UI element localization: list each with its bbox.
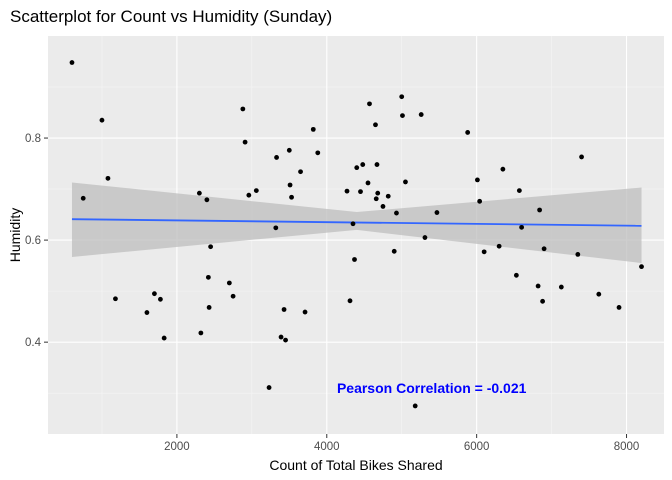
data-point [158, 296, 163, 302]
data-point [287, 182, 293, 188]
data-point [477, 198, 483, 204]
trend-line [71, 218, 642, 227]
data-point [519, 224, 525, 230]
data-point [394, 210, 399, 216]
data-point [302, 309, 308, 315]
data-point [204, 197, 210, 203]
data-point [161, 335, 167, 341]
data-point [105, 175, 111, 181]
data-point [373, 196, 379, 202]
data-point [253, 188, 259, 194]
data-point [230, 293, 236, 299]
data-point [373, 122, 378, 128]
data-point [399, 94, 405, 100]
data-points [69, 60, 644, 409]
data-point [558, 284, 564, 290]
data-point [639, 264, 644, 270]
data-point [403, 179, 408, 185]
data-point [196, 190, 202, 196]
data-point [289, 194, 294, 200]
data-point [465, 130, 471, 135]
data-point [400, 113, 405, 118]
data-point [152, 291, 157, 297]
data-point [481, 249, 487, 255]
data-point [246, 192, 252, 198]
data-point [422, 235, 428, 240]
data-point [113, 296, 118, 302]
x-tick-label: 2000 [164, 441, 190, 453]
data-point [365, 180, 371, 186]
y-tick-label: 0.8 [25, 133, 41, 145]
x-axis: 2000 4000 6000 8000 [164, 434, 639, 453]
data-point [380, 204, 386, 209]
data-point [242, 139, 248, 145]
data-point [513, 272, 519, 278]
y-tick-label: 0.4 [25, 337, 42, 349]
data-point [206, 305, 212, 310]
data-point [616, 305, 622, 310]
data-point [266, 385, 272, 390]
x-axis-title: Count of Total Bikes Shared [269, 457, 442, 473]
x-tick-label: 6000 [464, 441, 490, 453]
data-point [144, 310, 150, 315]
data-point [496, 243, 502, 249]
data-point [500, 166, 506, 172]
data-point [537, 207, 543, 213]
data-point [80, 195, 86, 201]
data-point [575, 251, 581, 257]
data-point [274, 155, 279, 160]
data-point [418, 112, 424, 117]
data-point [596, 291, 602, 297]
data-point [278, 334, 284, 340]
chart-title: Scatterplot for Count vs Humidity (Sunda… [10, 7, 332, 26]
data-point [273, 225, 279, 231]
data-point [475, 177, 480, 183]
data-point [310, 126, 316, 132]
data-point [374, 162, 380, 167]
data-point [226, 280, 232, 286]
data-point [286, 147, 292, 153]
data-point [208, 244, 214, 250]
x-tick-label: 4000 [314, 441, 340, 453]
data-point [283, 337, 288, 343]
data-point [535, 283, 541, 289]
data-point [367, 101, 372, 107]
data-point [360, 162, 366, 167]
pearson-annotation: Pearson Correlation = -0.021 [337, 380, 527, 396]
data-point [352, 257, 357, 262]
y-tick-label: 0.6 [25, 235, 41, 247]
y-axis-title: Humidity [7, 208, 23, 262]
data-point [347, 298, 353, 304]
data-point [198, 330, 204, 336]
data-point [281, 307, 287, 312]
data-point [434, 210, 440, 215]
x-tick-label: 8000 [614, 441, 640, 453]
data-point [298, 169, 303, 175]
data-point [579, 154, 584, 160]
data-point [69, 60, 75, 65]
data-point [99, 117, 105, 123]
data-point [344, 188, 350, 194]
data-point [541, 246, 547, 252]
data-point [205, 274, 211, 280]
data-point [375, 190, 381, 196]
y-axis: 0.4 0.6 0.8 [25, 133, 48, 349]
data-point [516, 188, 522, 194]
data-point [240, 106, 246, 112]
data-point [385, 193, 391, 199]
data-point [412, 403, 418, 409]
data-point [358, 189, 363, 195]
data-point [350, 221, 356, 227]
data-point [391, 248, 397, 254]
data-point [315, 150, 321, 156]
data-point [354, 165, 360, 171]
data-point [540, 298, 545, 304]
